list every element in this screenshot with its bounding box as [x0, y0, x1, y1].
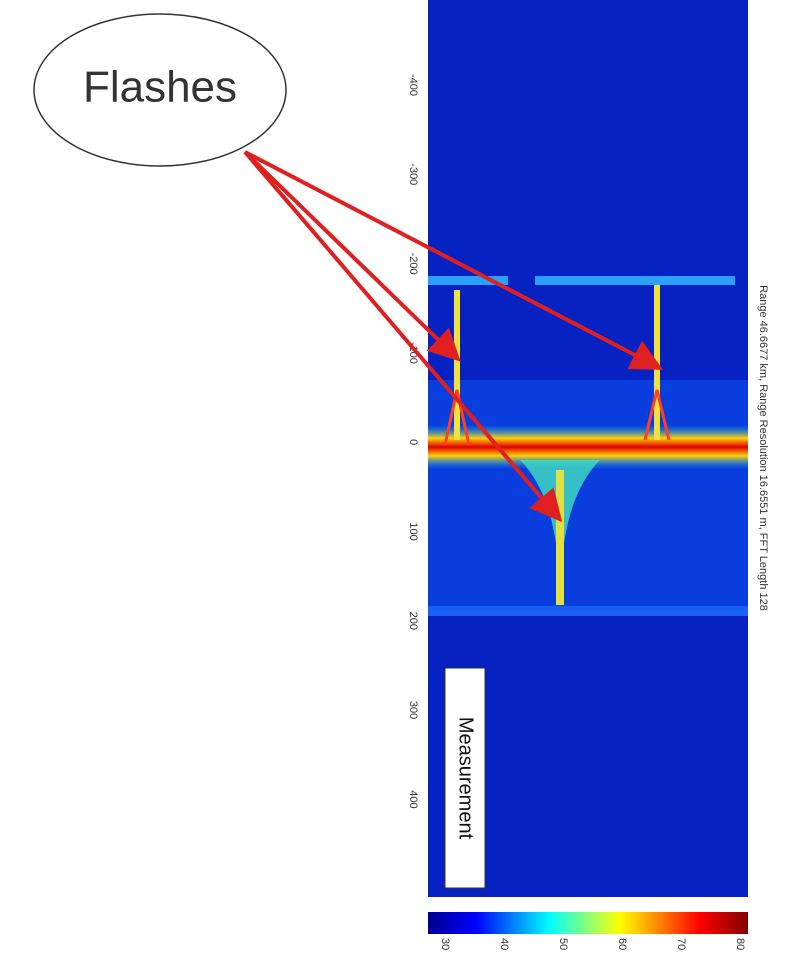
axis-tick-label: -400	[407, 74, 419, 96]
spectrogram	[428, 0, 748, 897]
legend-box	[444, 667, 486, 889]
colorbar-tick-label: 40	[498, 938, 510, 950]
callout	[33, 13, 287, 167]
callout-label: Flashes	[83, 63, 237, 112]
colorbar-tick-label: 80	[734, 938, 746, 950]
colorbar	[428, 912, 748, 934]
colorbar-tick-label: 30	[439, 938, 451, 950]
axis-tick-label: -300	[407, 163, 419, 185]
legend-label: Measurement	[455, 717, 477, 840]
axis-tick-label: 400	[407, 790, 419, 808]
colorbar-tick-label: 70	[675, 938, 687, 950]
axis-tick-label: 100	[407, 522, 419, 540]
colorbar-tick-label: 60	[616, 938, 628, 950]
axis-tick-label: 300	[407, 701, 419, 719]
figure-title: Range 46.6677 km, Range Resolution 16.65…	[757, 285, 769, 611]
axis-tick-label: -200	[407, 253, 419, 275]
axis-tick-label: 200	[407, 612, 419, 630]
colorbar-tick-label: 50	[557, 938, 569, 950]
colorbar-axis: 30 40 50 60 70 80	[439, 938, 746, 950]
axis-tick-label: 0	[407, 439, 419, 445]
arrows	[243, 150, 664, 523]
